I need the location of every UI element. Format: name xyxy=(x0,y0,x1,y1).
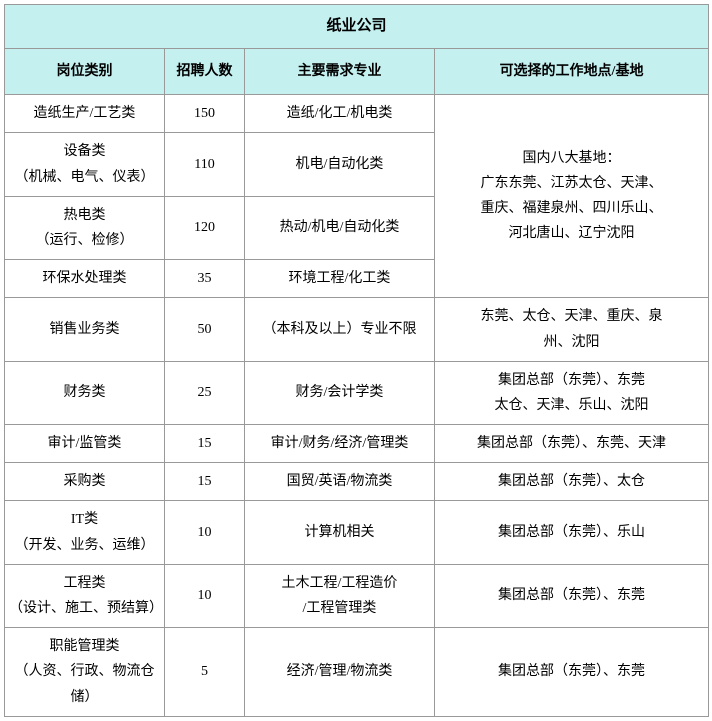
cell-count: 15 xyxy=(165,463,245,501)
header-count: 招聘人数 xyxy=(165,49,245,95)
cell-count: 10 xyxy=(165,564,245,627)
cell-count: 50 xyxy=(165,298,245,361)
table-row: 财务类 25 财务/会计学类 集团总部（东莞）、东莞太仓、天津、乐山、沈阳 xyxy=(5,361,709,424)
cell-category: IT类（开发、业务、运维） xyxy=(5,501,165,564)
header-location: 可选择的工作地点/基地 xyxy=(435,49,709,95)
cell-location: 集团总部（东莞）、东莞 xyxy=(435,628,709,717)
cell-location: 东莞、太仓、天津、重庆、泉州、沈阳 xyxy=(435,298,709,361)
header-major: 主要需求专业 xyxy=(245,49,435,95)
cell-count: 10 xyxy=(165,501,245,564)
cell-category: 采购类 xyxy=(5,463,165,501)
cell-location: 集团总部（东莞）、乐山 xyxy=(435,501,709,564)
cell-location: 集团总部（东莞）、东莞太仓、天津、乐山、沈阳 xyxy=(435,361,709,424)
cell-major: 审计/财务/经济/管理类 xyxy=(245,425,435,463)
header-row: 岗位类别 招聘人数 主要需求专业 可选择的工作地点/基地 xyxy=(5,49,709,95)
cell-major: 热动/机电/自动化类 xyxy=(245,196,435,259)
cell-major: 土木工程/工程造价/工程管理类 xyxy=(245,564,435,627)
table-title: 纸业公司 xyxy=(5,5,709,49)
cell-category: 职能管理类（人资、行政、物流仓储） xyxy=(5,628,165,717)
header-category: 岗位类别 xyxy=(5,49,165,95)
cell-location-merged: 国内八大基地：广东东莞、江苏太仓、天津、重庆、福建泉州、四川乐山、河北唐山、辽宁… xyxy=(435,95,709,298)
cell-major: 机电/自动化类 xyxy=(245,133,435,196)
cell-count: 120 xyxy=(165,196,245,259)
cell-major: 环境工程/化工类 xyxy=(245,260,435,298)
cell-count: 5 xyxy=(165,628,245,717)
cell-location: 集团总部（东莞）、东莞 xyxy=(435,564,709,627)
cell-category: 审计/监管类 xyxy=(5,425,165,463)
table-row: 职能管理类（人资、行政、物流仓储） 5 经济/管理/物流类 集团总部（东莞）、东… xyxy=(5,628,709,717)
cell-count: 15 xyxy=(165,425,245,463)
table-row: 销售业务类 50 （本科及以上）专业不限 东莞、太仓、天津、重庆、泉州、沈阳 xyxy=(5,298,709,361)
cell-major: 国贸/英语/物流类 xyxy=(245,463,435,501)
table-row: 造纸生产/工艺类 150 造纸/化工/机电类 国内八大基地：广东东莞、江苏太仓、… xyxy=(5,95,709,133)
cell-category: 工程类（设计、施工、预结算） xyxy=(5,564,165,627)
table-row: 审计/监管类 15 审计/财务/经济/管理类 集团总部（东莞）、东莞、天津 xyxy=(5,425,709,463)
cell-category: 财务类 xyxy=(5,361,165,424)
cell-category: 设备类（机械、电气、仪表） xyxy=(5,133,165,196)
title-row: 纸业公司 xyxy=(5,5,709,49)
cell-major: 经济/管理/物流类 xyxy=(245,628,435,717)
cell-major: （本科及以上）专业不限 xyxy=(245,298,435,361)
cell-count: 110 xyxy=(165,133,245,196)
cell-location: 集团总部（东莞）、东莞、天津 xyxy=(435,425,709,463)
cell-count: 25 xyxy=(165,361,245,424)
table-row: 采购类 15 国贸/英语/物流类 集团总部（东莞）、太仓 xyxy=(5,463,709,501)
cell-major: 财务/会计学类 xyxy=(245,361,435,424)
cell-count: 150 xyxy=(165,95,245,133)
table-row: IT类（开发、业务、运维） 10 计算机相关 集团总部（东莞）、乐山 xyxy=(5,501,709,564)
cell-category: 热电类（运行、检修） xyxy=(5,196,165,259)
recruitment-table: 纸业公司 岗位类别 招聘人数 主要需求专业 可选择的工作地点/基地 造纸生产/工… xyxy=(4,4,709,717)
cell-major: 计算机相关 xyxy=(245,501,435,564)
cell-location: 集团总部（东莞）、太仓 xyxy=(435,463,709,501)
cell-major: 造纸/化工/机电类 xyxy=(245,95,435,133)
cell-count: 35 xyxy=(165,260,245,298)
cell-category: 环保水处理类 xyxy=(5,260,165,298)
table-row: 工程类（设计、施工、预结算） 10 土木工程/工程造价/工程管理类 集团总部（东… xyxy=(5,564,709,627)
cell-category: 销售业务类 xyxy=(5,298,165,361)
cell-category: 造纸生产/工艺类 xyxy=(5,95,165,133)
